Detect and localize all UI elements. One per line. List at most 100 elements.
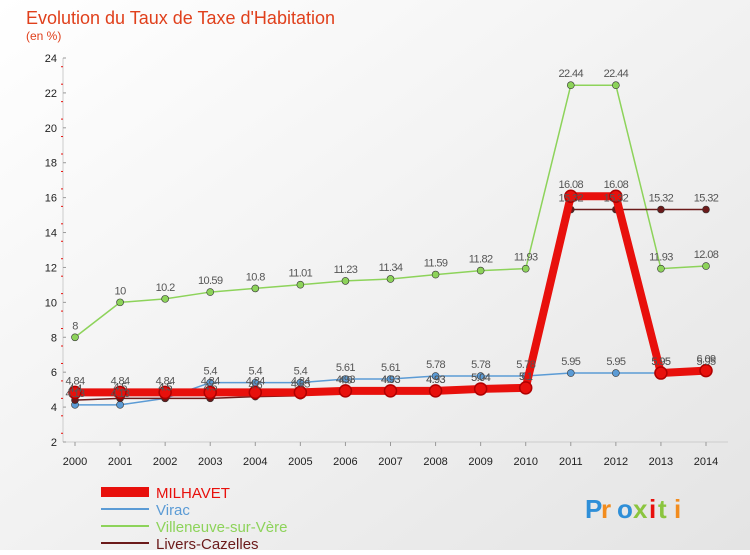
logo-letter: P [585, 494, 602, 524]
data-label-livers-cazelles: 4.5 [158, 381, 172, 393]
data-label-milhavet: 4.84 [65, 375, 84, 387]
legend: MILHAVETViracVilleneuve-sur-VèreLivers-C… [101, 485, 287, 553]
data-label-virac: 5.95 [696, 356, 715, 368]
data-label-villeneuve-sur-vere: 8 [72, 320, 78, 332]
data-label-livers-cazelles: 4.4 [68, 383, 82, 395]
data-point-milhavet [428, 384, 443, 398]
data-point-milhavet [293, 385, 308, 400]
y-tick-label: 12 [45, 262, 57, 274]
y-tick-label: 22 [45, 88, 57, 100]
data-point-villeneuve-sur-vere [386, 275, 395, 283]
data-point-villeneuve-sur-vere [657, 264, 665, 273]
y-tick-label: 10 [45, 297, 57, 309]
data-label-virac: 5.95 [561, 356, 580, 368]
data-label-virac: 4.13 [65, 388, 84, 400]
data-point-virac [476, 372, 485, 380]
data-point-villeneuve-sur-vere [566, 81, 575, 90]
data-point-milhavet [203, 385, 217, 400]
data-label-milhavet: 4.84 [111, 375, 130, 387]
legend-label-milhavet: MILHAVET [156, 485, 230, 502]
x-tick-label: 2002 [153, 456, 177, 468]
data-label-villeneuve-sur-vere: 10.2 [156, 282, 175, 294]
data-label-livers-cazelles: 15.32 [604, 193, 629, 205]
x-tick-label: 2012 [604, 456, 628, 468]
data-label-villeneuve-sur-vere: 11.93 [514, 252, 538, 264]
data-point-milhavet [383, 384, 398, 398]
data-label-virac: 5.78 [471, 359, 490, 371]
y-tick-label: 24 [45, 53, 57, 65]
data-label-virac: 5.4 [203, 366, 217, 378]
legend-swatch-milhavet [101, 487, 149, 497]
x-tick-label: 2005 [288, 456, 312, 468]
data-point-livers-cazelles [702, 205, 710, 214]
data-label-livers-cazelles: 4.65 [291, 379, 310, 391]
y-tick-label: 14 [45, 228, 57, 240]
data-label-milhavet: 5.04 [471, 372, 490, 384]
legend-label-virac: Virac [156, 502, 190, 519]
data-point-milhavet [113, 385, 127, 400]
legend-label-livers-cazelles: Livers-Cazelles [156, 536, 259, 550]
data-label-milhavet: 16.08 [559, 179, 584, 191]
x-tick-label: 2004 [243, 456, 267, 468]
x-tick-label: 2013 [649, 456, 673, 468]
data-label-villeneuve-sur-vere: 11.59 [424, 258, 448, 270]
data-point-virac [341, 375, 350, 383]
y-tick-label: 4 [51, 402, 57, 414]
data-point-virac [431, 372, 440, 380]
chart-subtitle: (en %) [26, 29, 61, 43]
data-label-villeneuve-sur-vere: 10.59 [198, 275, 223, 287]
series-layer [68, 81, 713, 409]
data-label-livers-cazelles: 15.32 [694, 193, 719, 205]
data-point-milhavet [654, 366, 668, 380]
data-label-livers-cazelles: 4.5 [203, 381, 217, 393]
data-point-villeneuve-sur-vere [702, 262, 710, 270]
data-point-milhavet [248, 385, 263, 400]
data-point-milhavet [699, 363, 713, 378]
data-point-milhavet [158, 385, 172, 400]
data-label-villeneuve-sur-vere: 11.82 [469, 254, 493, 266]
data-label-villeneuve-sur-vere: 11.34 [379, 262, 403, 274]
logo-letter: t [658, 494, 667, 524]
data-label-villeneuve-sur-vere: 22.44 [604, 68, 629, 80]
data-point-villeneuve-sur-vere [296, 280, 305, 289]
data-point-milhavet [609, 189, 623, 203]
data-point-milhavet [518, 381, 533, 395]
legend-swatch-virac [101, 508, 149, 510]
data-label-virac: 5.95 [606, 356, 625, 368]
data-label-livers-cazelles: 4.5 [113, 381, 127, 393]
x-tick-label: 2009 [468, 456, 492, 468]
data-label-villeneuve-sur-vere: 10.8 [246, 271, 265, 283]
label-layer: 4.13 4.134.55.4 5.4 5.4 5.61 5.61 5.78 5.78 5.78… [65, 68, 719, 400]
data-label-livers-cazelles: 5.04 [471, 372, 490, 384]
logo-letter: i [674, 494, 681, 524]
data-label-milhavet: 6.09 [696, 354, 715, 366]
y-tick-label: 18 [45, 158, 57, 170]
data-point-villeneuve-sur-vere [341, 277, 350, 285]
data-label-livers-cazelles: 15.32 [559, 193, 584, 205]
data-point-virac [386, 375, 395, 383]
y-tick-label: 20 [45, 123, 57, 135]
data-label-milhavet: 4.84 [291, 375, 310, 387]
legend-swatch-villeneuve-sur-vere [101, 525, 149, 527]
data-point-livers-cazelles [657, 205, 665, 214]
data-point-virac [116, 401, 124, 409]
data-label-virac: 5.78 [426, 359, 445, 371]
x-tick-label: 2014 [694, 456, 718, 468]
data-point-virac [566, 369, 575, 377]
data-label-villeneuve-sur-vere: 11.01 [288, 268, 312, 280]
data-label-livers-cazelles: 4.93 [426, 374, 445, 386]
data-point-milhavet [338, 384, 353, 398]
data-label-livers-cazelles: 4.9 [339, 374, 353, 386]
data-point-villeneuve-sur-vere [521, 264, 530, 273]
x-tick-label: 2006 [333, 456, 357, 468]
data-label-milhavet: 4.93 [426, 374, 445, 386]
x-tick-label: 2010 [513, 456, 537, 468]
data-point-milhavet [68, 385, 82, 400]
data-point-villeneuve-sur-vere [251, 284, 260, 293]
data-label-milhavet: 16.08 [604, 179, 629, 191]
data-label-virac: 5.61 [381, 362, 400, 374]
data-point-milhavet [564, 189, 578, 203]
data-point-milhavet [473, 382, 488, 396]
